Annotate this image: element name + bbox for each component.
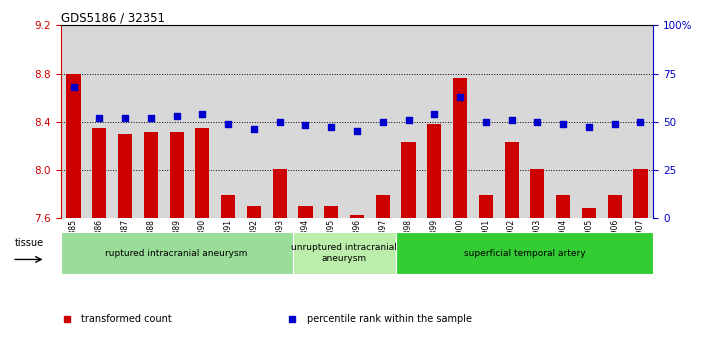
- Bar: [138, 25, 164, 218]
- Bar: [427, 124, 441, 218]
- Bar: [505, 142, 518, 218]
- Text: superficial temporal artery: superficial temporal artery: [463, 249, 585, 258]
- Text: GDS5186 / 32351: GDS5186 / 32351: [61, 11, 165, 24]
- Bar: [376, 195, 390, 218]
- Bar: [608, 195, 622, 218]
- Bar: [144, 132, 158, 218]
- Point: [94, 115, 105, 121]
- Point: [300, 123, 311, 129]
- Bar: [556, 195, 570, 218]
- Bar: [293, 232, 396, 274]
- Bar: [453, 78, 467, 218]
- Bar: [267, 25, 293, 218]
- Text: transformed count: transformed count: [81, 314, 172, 324]
- Bar: [164, 25, 189, 218]
- Point: [583, 125, 595, 130]
- Point: [326, 125, 337, 130]
- Text: ruptured intracranial aneurysm: ruptured intracranial aneurysm: [106, 249, 248, 258]
- Bar: [221, 195, 235, 218]
- Point: [532, 119, 543, 125]
- Bar: [66, 73, 81, 218]
- Bar: [61, 25, 86, 218]
- Text: percentile rank within the sample: percentile rank within the sample: [306, 314, 472, 324]
- Bar: [628, 25, 653, 218]
- Bar: [479, 195, 493, 218]
- Point: [506, 117, 518, 123]
- Bar: [531, 168, 545, 218]
- Bar: [273, 168, 287, 218]
- Bar: [169, 132, 183, 218]
- Bar: [633, 168, 648, 218]
- Point: [377, 119, 388, 125]
- Bar: [318, 25, 344, 218]
- Bar: [293, 25, 318, 218]
- Bar: [241, 25, 267, 218]
- Bar: [298, 206, 313, 218]
- Point: [403, 117, 414, 123]
- Point: [480, 119, 491, 125]
- Bar: [247, 206, 261, 218]
- Point: [454, 94, 466, 99]
- Point: [248, 126, 260, 132]
- Point: [223, 121, 234, 126]
- Bar: [350, 215, 364, 218]
- Bar: [582, 208, 596, 218]
- Bar: [86, 25, 112, 218]
- Bar: [396, 25, 421, 218]
- Bar: [370, 25, 396, 218]
- Bar: [216, 25, 241, 218]
- Point: [558, 121, 569, 126]
- Text: tissue: tissue: [15, 238, 44, 248]
- Bar: [447, 25, 473, 218]
- Bar: [498, 25, 525, 218]
- Text: unruptured intracranial
aneurysm: unruptured intracranial aneurysm: [291, 244, 397, 263]
- Point: [171, 113, 182, 119]
- Point: [428, 111, 440, 117]
- Point: [274, 119, 286, 125]
- Bar: [576, 25, 602, 218]
- Bar: [189, 25, 216, 218]
- Bar: [602, 25, 628, 218]
- Bar: [92, 128, 106, 218]
- Bar: [401, 142, 416, 218]
- Bar: [324, 206, 338, 218]
- Point: [145, 115, 156, 121]
- Point: [609, 121, 620, 126]
- Point: [68, 84, 79, 90]
- Bar: [112, 25, 138, 218]
- Bar: [473, 25, 498, 218]
- Bar: [196, 128, 209, 218]
- Point: [351, 128, 363, 134]
- Point: [635, 119, 646, 125]
- Bar: [61, 232, 293, 274]
- Bar: [344, 25, 370, 218]
- Bar: [118, 134, 132, 218]
- Point: [119, 115, 131, 121]
- Bar: [421, 25, 447, 218]
- Bar: [550, 25, 576, 218]
- Point: [196, 111, 208, 117]
- Bar: [525, 25, 550, 218]
- Bar: [396, 232, 653, 274]
